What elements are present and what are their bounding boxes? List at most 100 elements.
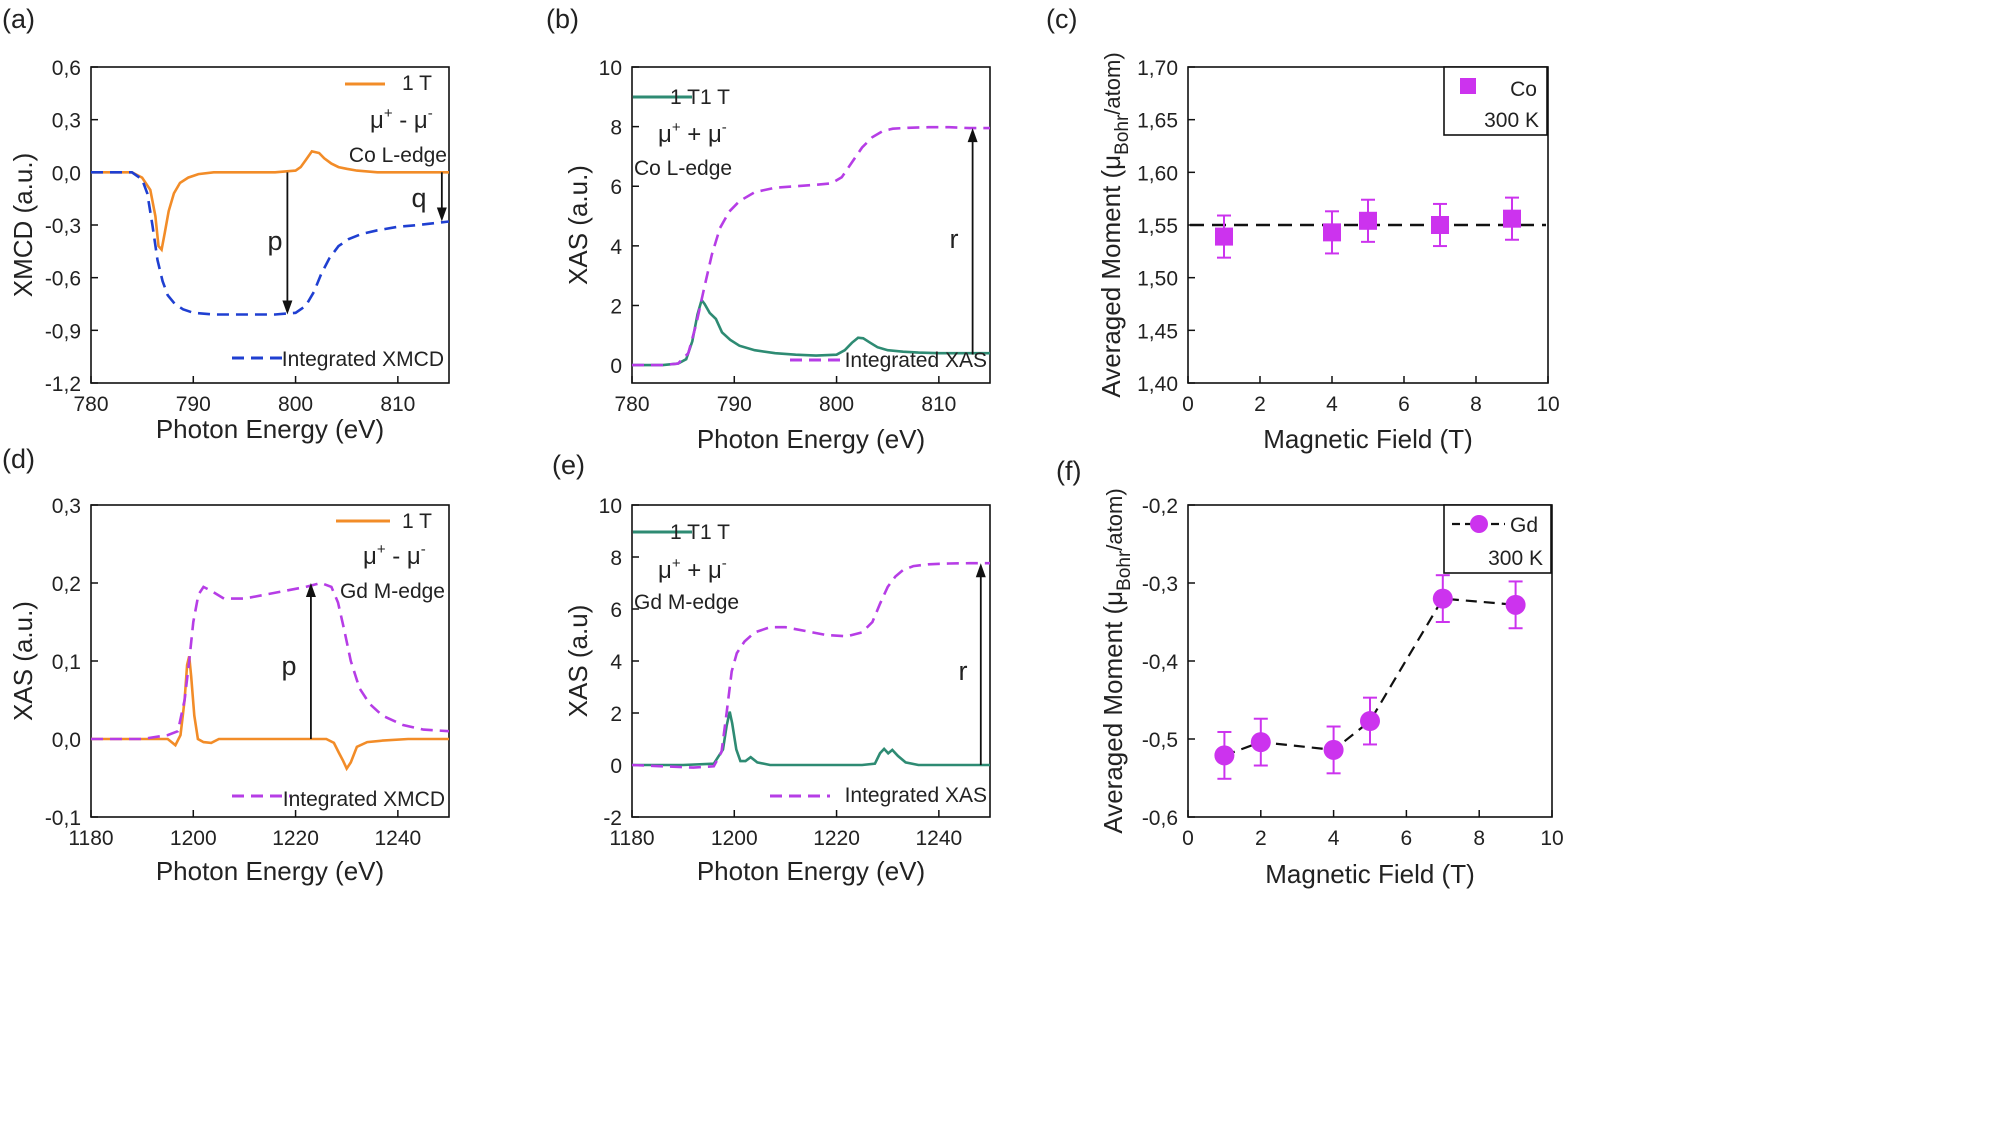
series-line-integrated-xas	[632, 125, 990, 367]
text-part: -	[428, 105, 433, 122]
y-tick-label: 1,70	[1137, 57, 1178, 80]
y-tick-label: -0,6	[45, 268, 81, 291]
text-part: μ	[363, 543, 377, 570]
y-axis-label: XAS (a.u)	[563, 605, 593, 718]
plot-frame	[631, 66, 991, 384]
legend-label-integrated: Integrated XMCD	[283, 788, 445, 811]
x-axis-label: Photon Energy (eV)	[697, 856, 925, 886]
legend-label-1t: 1 T	[402, 510, 432, 533]
y-axis-label: XAS (a.u.)	[8, 601, 38, 721]
arrow-label-r: r	[950, 224, 959, 254]
y-tick-label: 4	[610, 236, 622, 259]
data-point	[1360, 711, 1380, 732]
text-part: μ	[370, 107, 384, 134]
x-tick-label: 810	[380, 393, 415, 416]
y-tick-label: 10	[599, 57, 622, 80]
x-tick-label: 780	[73, 393, 108, 416]
x-tick-label: 800	[819, 393, 854, 416]
y-tick-label: 2	[610, 703, 622, 726]
legend-temperature: 300 K	[1484, 109, 1539, 132]
y-tick-label: 1,65	[1137, 110, 1178, 133]
x-tick-label: 8	[1470, 393, 1482, 416]
x-tick-label: 6	[1401, 827, 1413, 850]
legend-temperature: 300 K	[1488, 547, 1543, 570]
text-part: /atom)	[1100, 52, 1125, 114]
text-part: μ	[658, 121, 672, 148]
x-tick-label: 1200	[170, 827, 217, 850]
text-part: + μ	[681, 121, 722, 148]
panel-f: 0 2 4 6 8 10 -0,2 -0,3 -0,4 -0,5 -0,6 Magnetic Fiel…	[1056, 456, 1564, 889]
y-tick-label: 1,60	[1137, 162, 1178, 185]
x-axis-label: Magnetic Field (T)	[1263, 424, 1473, 454]
arrow-head-r	[975, 563, 986, 578]
formula-annotation: μ+ + μ-	[658, 555, 727, 584]
y-tick-label: 0	[610, 355, 622, 378]
y-tick-label: 1,55	[1137, 215, 1178, 238]
x-axis-label: Photon Energy (eV)	[156, 414, 384, 444]
panel-label: (d)	[2, 444, 35, 474]
y-axis-label: XMCD (a.u.)	[8, 153, 38, 297]
x-tick-label: 1200	[711, 827, 758, 850]
legend-label-integrated: Integrated XMCD	[282, 348, 444, 371]
text-part: - μ	[386, 543, 421, 570]
panel-label: (b)	[546, 4, 579, 34]
y-tick-label: 0,2	[52, 573, 81, 596]
y-tick-label: 0,6	[52, 57, 81, 80]
y-tick-label: 10	[599, 495, 622, 518]
legend-label-1t: 1 T	[402, 72, 432, 95]
data-point	[1505, 594, 1526, 615]
x-tick-label: 6	[1398, 393, 1410, 416]
y-tick-label: 1,40	[1137, 373, 1178, 396]
x-tick-label: 2	[1255, 827, 1267, 850]
y-tick-label: 1,50	[1137, 268, 1178, 291]
y-tick-label: 0,3	[52, 495, 81, 518]
y-axis-label: XAS (a.u.)	[563, 165, 593, 285]
panel-d: 1180 1200 1220 1240 0,3 0,2 0,1 0,0 -0,1 Photon E…	[2, 444, 450, 886]
x-tick-label: 790	[176, 393, 211, 416]
text-part: μ	[658, 557, 672, 584]
text-part: Averaged Moment (μ	[1096, 155, 1126, 398]
y-tick-label: -0,3	[45, 215, 81, 238]
panel-label: (a)	[2, 4, 35, 34]
x-tick-label: 4	[1326, 393, 1338, 416]
y-tick-label: 6	[610, 176, 622, 199]
x-tick-label: 1240	[915, 827, 962, 850]
x-tick-label: 810	[921, 393, 956, 416]
arrow-head-q	[436, 207, 447, 222]
legend-label: Co	[1510, 78, 1537, 101]
panel-label: (f)	[1056, 456, 1081, 486]
series-line-1-t	[632, 711, 990, 767]
x-tick-label: 1220	[272, 827, 319, 850]
x-tick-label: 2	[1254, 393, 1266, 416]
y-tick-label: 0,0	[52, 162, 81, 185]
y-tick-label: -0,4	[1142, 651, 1179, 674]
panel-label: (c)	[1046, 4, 1077, 34]
text-part: -	[421, 541, 426, 558]
edge-annotation: Co L-edge	[349, 144, 447, 167]
text-part: +	[672, 119, 681, 136]
text-part: Bohr	[1114, 550, 1135, 591]
y-tick-label: 1,45	[1137, 320, 1178, 343]
x-axis-label: Photon Energy (eV)	[156, 856, 384, 886]
y-tick-label: 0,1	[52, 651, 81, 674]
y-tick-label: 6	[610, 599, 622, 622]
edge-annotation: Co L-edge	[634, 157, 732, 180]
legend-marker	[1470, 515, 1488, 533]
y-tick-label: -2	[603, 807, 622, 830]
data-point	[1431, 216, 1449, 234]
data-point	[1215, 227, 1233, 246]
data-point	[1214, 745, 1235, 766]
plot-frame	[631, 504, 991, 818]
legend-label-1t: 1 T	[670, 86, 700, 109]
x-tick-label: 1220	[813, 827, 860, 850]
text-part: - μ	[393, 107, 428, 134]
arrow-head-p	[282, 300, 293, 315]
x-tick-label: 10	[1540, 827, 1563, 850]
series-line-integrated-xmcd	[91, 171, 449, 316]
y-tick-label: -0,1	[45, 807, 81, 830]
text-part: /atom)	[1102, 488, 1127, 550]
y-tick-label: 2	[610, 295, 622, 318]
data-point	[1323, 739, 1344, 760]
legend-label: Gd	[1510, 514, 1538, 537]
